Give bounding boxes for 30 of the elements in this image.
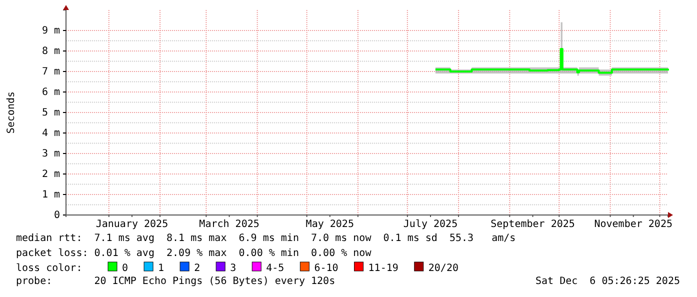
y-tick-label: 2 m [42, 169, 60, 180]
text: Sat Dec 6 05:26:25 2025 [536, 276, 680, 287]
text: probe: 20 ICMP Echo Pings (56 Bytes) every 120s [16, 276, 336, 287]
x-tick-label: January 2025 [96, 219, 168, 230]
y-tick-label: 4 m [42, 128, 60, 140]
y-tick-label: 1 m [42, 190, 60, 201]
y-axis-title: Seconds [6, 91, 17, 134]
legend-label: 4-5 [266, 263, 284, 274]
legend-title: loss color: [16, 263, 82, 274]
y-tick-label: 8 m [42, 46, 60, 58]
text: median rtt: 7.1 ms avg 8.1 ms max 6.9 ms min 7.0 ms now 0.1 ms sd 55.3 am/s [16, 233, 516, 244]
legend-label: 11-19 [368, 263, 398, 274]
legend-label: 2 [194, 263, 200, 274]
x-tick-label: May 2025 [306, 219, 354, 230]
x-tick-label: March 2025 [199, 219, 260, 230]
legend-label: 6-10 [314, 263, 338, 274]
y-tick-label: 9 m [42, 26, 60, 37]
legend-label: 0 [122, 263, 128, 274]
legend-label: 3 [230, 263, 236, 274]
x-tick-label: September 2025 [490, 219, 575, 230]
x-tick-label: July 2025 [403, 219, 458, 230]
y-tick-label: 5 m [42, 108, 60, 119]
x-tick-label: November 2025 [594, 219, 673, 230]
y-tick-label: 7 m [42, 66, 60, 78]
text: packet loss: 0.01 % avg 2.09 % max 0.00 % min 0.00 % now [16, 248, 372, 259]
y-tick-label: 0 [54, 210, 60, 222]
y-tick-label: 6 m [42, 87, 60, 98]
y-tick-label: 3 m [42, 148, 60, 160]
legend-label: 20/20 [428, 263, 458, 274]
legend-label: 1 [158, 263, 164, 274]
